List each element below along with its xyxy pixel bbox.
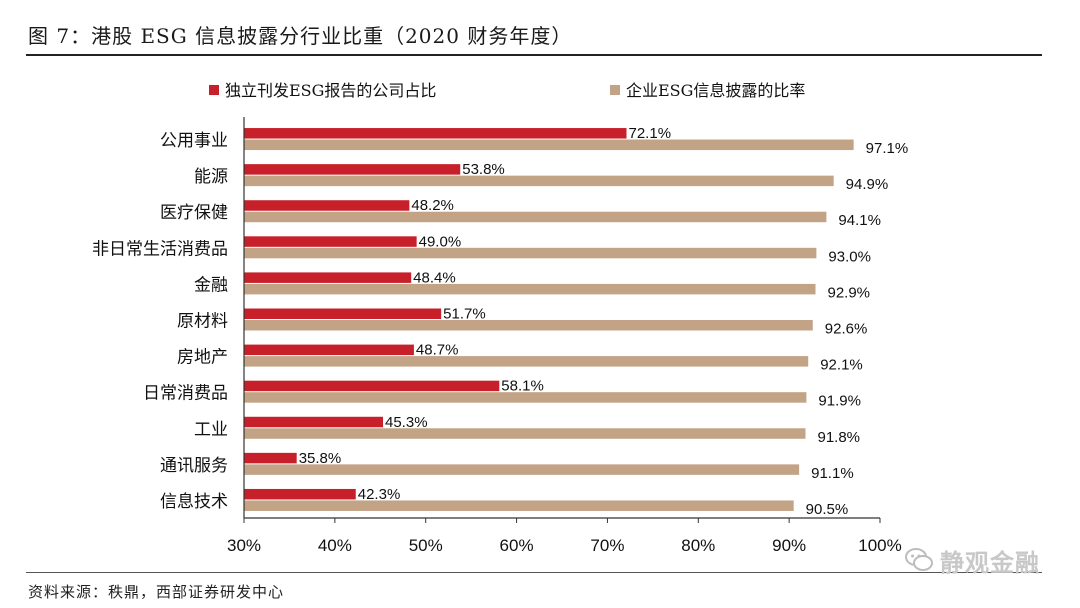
bar-series-2: [244, 175, 834, 187]
x-tick-label: 50%: [409, 536, 443, 555]
data-label-series-2: 93.0%: [828, 248, 871, 265]
data-label-series-2: 94.9%: [846, 176, 889, 193]
data-label-series-1: 49.0%: [419, 233, 462, 250]
category-label: 能源: [194, 167, 228, 187]
category-label: 信息技术: [160, 492, 228, 512]
x-tick-label: 100%: [858, 536, 901, 555]
category-label: 金融: [194, 275, 228, 295]
legend-label-series-1: 独立刊发ESG报告的公司占比: [225, 81, 436, 100]
bar-series-1: [244, 164, 461, 175]
wechat-icon: [905, 548, 933, 571]
category-label: 非日常生活消费品: [92, 239, 228, 259]
data-label-series-1: 48.4%: [413, 269, 456, 286]
x-tick-label: 30%: [227, 536, 261, 555]
category-label: 通讯服务: [160, 456, 228, 476]
bar-series-2: [244, 247, 817, 259]
watermark-text: 静观金融: [940, 548, 1040, 577]
footer-divider: [26, 572, 1042, 573]
bar-series-2: [244, 428, 806, 439]
bar-series-2: [244, 356, 809, 367]
bar-series-1: [244, 200, 410, 211]
bar-series-2: [244, 139, 854, 151]
bar-series-1: [244, 272, 412, 283]
data-label-series-2: 92.9%: [827, 284, 870, 301]
data-label-series-2: 91.8%: [817, 429, 860, 446]
x-tick-label: 80%: [681, 536, 715, 555]
bar-series-1: [244, 416, 384, 428]
data-label-series-2: 92.6%: [825, 321, 868, 338]
data-label-series-1: 58.1%: [501, 378, 544, 395]
category-label: 日常消费品: [143, 384, 228, 404]
x-tick-label: 90%: [772, 536, 806, 555]
data-label-series-1: 45.3%: [385, 414, 428, 431]
watermark: 静观金融: [904, 542, 1040, 578]
data-label-series-1: 35.8%: [299, 450, 342, 467]
bar-series-1: [244, 128, 627, 139]
category-label: 房地产: [177, 348, 228, 368]
bar-series-2: [244, 211, 827, 223]
x-tick-label: 70%: [590, 536, 624, 555]
bar-series-2: [244, 283, 816, 295]
bar-series-1: [244, 236, 417, 247]
bar-series-1: [244, 308, 442, 319]
x-tick-label: 60%: [500, 536, 534, 555]
data-label-series-1: 42.3%: [358, 486, 401, 503]
source-note: 资料来源：秩鼎，西部证券研发中心: [28, 583, 285, 601]
data-label-series-1: 48.2%: [411, 197, 454, 214]
data-label-series-2: 91.9%: [818, 393, 861, 410]
title-divider: [26, 54, 1042, 56]
data-label-series-1: 51.7%: [443, 306, 486, 323]
bar-series-1: [244, 452, 297, 464]
bar-series-2: [244, 500, 794, 511]
bar-series-1: [244, 344, 414, 356]
bar-series-1: [244, 380, 500, 392]
category-label: 工业: [194, 420, 228, 440]
data-label-series-2: 91.1%: [811, 465, 854, 482]
category-label: 医疗保健: [160, 203, 228, 223]
chart-title: 图 7：港股 ESG 信息披露分行业比重（2020 财务年度）: [28, 24, 573, 48]
x-tick-label: 40%: [318, 536, 352, 555]
data-label-series-1: 72.1%: [629, 125, 672, 142]
bar-series-2: [244, 464, 800, 475]
bar-series-2: [244, 320, 813, 331]
bar-series-2: [244, 392, 807, 403]
data-label-series-2: 94.1%: [838, 212, 881, 229]
data-label-series-1: 48.7%: [416, 342, 459, 359]
category-label: 公用事业: [160, 131, 228, 151]
data-label-series-2: 92.1%: [820, 357, 863, 374]
data-label-series-1: 53.8%: [462, 161, 505, 178]
data-label-series-2: 97.1%: [866, 140, 909, 157]
legend-swatch-series-1: [209, 85, 219, 95]
bar-series-1: [244, 488, 356, 500]
legend-label-series-2: 企业ESG信息披露的比率: [626, 81, 805, 100]
data-label-series-2: 90.5%: [806, 501, 849, 518]
legend-swatch-series-2: [610, 85, 620, 95]
category-label: 原材料: [177, 312, 228, 332]
